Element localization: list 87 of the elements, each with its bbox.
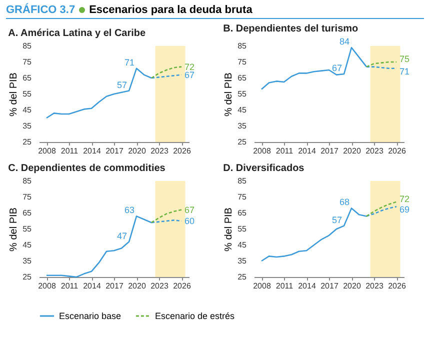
- x-tick-label: 2014: [298, 146, 316, 156]
- y-axis-title: % del PIB: [224, 72, 235, 116]
- x-tick-label: 2023: [150, 282, 169, 290]
- x-tick-label: 2011: [276, 146, 294, 156]
- y-tick-label: 35: [22, 256, 32, 266]
- y-tick-label: 85: [238, 42, 248, 50]
- x-tick-label: 2014: [83, 146, 102, 156]
- y-tick-label: 45: [238, 240, 248, 250]
- annotation: 84: [339, 36, 350, 47]
- y-tick-label: 65: [238, 208, 248, 218]
- y-tick-label: 55: [22, 224, 32, 234]
- x-tick-label: 2026: [173, 282, 192, 290]
- annotation: 71: [400, 66, 410, 76]
- annotation: 72: [184, 62, 195, 72]
- y-tick-label: 75: [238, 192, 248, 202]
- y-tick-label: 25: [238, 272, 248, 282]
- x-tick-label: 2020: [128, 282, 146, 290]
- x-tick-label: 2011: [60, 146, 79, 156]
- x-tick-label: 2017: [320, 282, 339, 290]
- annotation: 72: [400, 194, 410, 204]
- x-tick-label: 2014: [298, 282, 316, 290]
- x-tick-label: 2026: [388, 146, 406, 156]
- x-tick-label: 2023: [150, 146, 169, 156]
- annotation: 69: [400, 204, 410, 215]
- text: Escenarios para la deuda bruta: [89, 4, 252, 16]
- annotation: 67: [184, 204, 195, 215]
- y-tick-label: 35: [22, 122, 32, 130]
- legend-label: Escenario base: [59, 311, 122, 321]
- y-axis-title: % del PIB: [8, 207, 20, 252]
- y-axis-title: % del PIB: [8, 72, 20, 116]
- x-tick-label: 2026: [173, 146, 192, 156]
- y-tick-label: 65: [238, 74, 248, 82]
- x-tick-label: 2008: [38, 282, 56, 290]
- y-tick-label: 55: [238, 90, 248, 98]
- chart-title: C. Dependientes de commodities: [8, 163, 166, 174]
- x-tick-label: 2017: [106, 282, 124, 290]
- annotation: 71: [124, 57, 134, 68]
- x-tick-label: 2011: [276, 282, 294, 290]
- annotation: 68: [339, 197, 350, 208]
- line-series: [150, 209, 182, 224]
- x-tick-label: 2008: [253, 146, 272, 156]
- x-tick-label: 2014: [83, 282, 102, 290]
- y-tick-label: 55: [22, 90, 32, 98]
- y-tick-label: 65: [22, 208, 32, 218]
- y-tick-label: 85: [22, 176, 32, 186]
- y-tick-label: 85: [22, 42, 32, 50]
- annotation: 57: [116, 80, 127, 90]
- y-tick-label: 55: [238, 224, 248, 234]
- x-tick-label: 2011: [60, 282, 79, 290]
- y-axis-title: % del PIB: [224, 207, 235, 252]
- annotation: 57: [332, 214, 342, 225]
- line-series: [150, 66, 182, 79]
- line-series: [366, 201, 398, 217]
- chart-title: B. Dependientes del turismo: [223, 24, 358, 35]
- annotation: 63: [124, 205, 134, 216]
- y-tick-label: 45: [238, 106, 248, 114]
- annotation: 67: [332, 63, 342, 73]
- x-tick-label: 2008: [253, 282, 272, 290]
- chart-title: D. Diversificados: [223, 163, 305, 174]
- x-tick-label: 2020: [343, 282, 362, 290]
- y-tick-label: 75: [22, 58, 32, 66]
- x-tick-label: 2008: [38, 146, 56, 156]
- legend-label: Escenario de estrés: [155, 311, 236, 321]
- x-tick-label: 2017: [320, 146, 339, 156]
- annotation: 67: [184, 70, 195, 80]
- y-tick-label: 25: [22, 138, 32, 146]
- y-tick-label: 45: [22, 106, 32, 114]
- chart-title: A. América Latina y el Caribe: [8, 28, 146, 39]
- annotation: 75: [400, 54, 410, 64]
- y-tick-label: 25: [238, 138, 248, 146]
- x-tick-label: 2017: [106, 146, 124, 156]
- text: GRÁFICO 3.7: [6, 4, 76, 16]
- y-tick-label: 35: [238, 256, 248, 266]
- y-tick-label: 75: [238, 58, 248, 66]
- x-tick-label: 2020: [128, 146, 146, 156]
- x-tick-label: 2026: [388, 282, 406, 290]
- y-tick-label: 85: [238, 176, 248, 186]
- x-tick-label: 2020: [343, 146, 362, 156]
- y-tick-label: 35: [238, 122, 248, 130]
- y-tick-label: 25: [22, 272, 32, 282]
- y-tick-label: 45: [22, 240, 32, 250]
- annotation: 60: [184, 216, 195, 226]
- x-tick-label: 2023: [366, 146, 384, 156]
- annotation: 47: [116, 230, 127, 241]
- y-tick-label: 65: [22, 74, 32, 82]
- y-tick-label: 75: [22, 192, 32, 202]
- x-tick-label: 2023: [366, 282, 384, 290]
